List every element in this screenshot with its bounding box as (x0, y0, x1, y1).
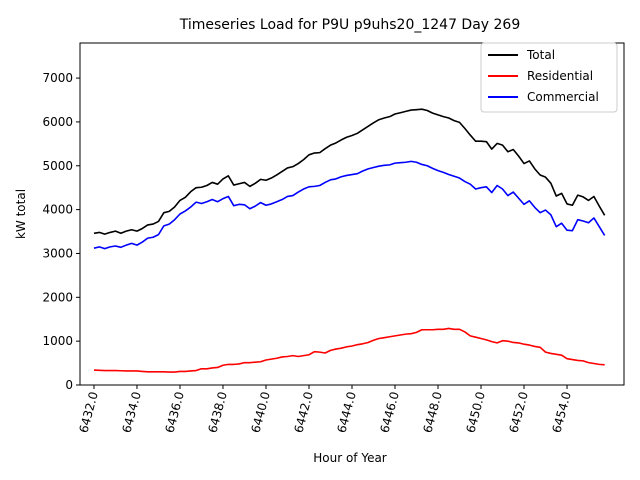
plot-series (93, 108, 606, 373)
series-line-total (93, 108, 606, 235)
y-axis: 0 1000 2000 3000 4000 5000 6000 7000 (42, 71, 80, 392)
legend-label-commercial: Commercial (527, 90, 599, 104)
y-tick-label: 4000 (42, 203, 73, 217)
legend-box (480, 42, 618, 113)
y-tick-label: 2000 (42, 290, 73, 304)
series-line-commercial (93, 160, 606, 250)
legend-label-total: Total (526, 48, 555, 62)
y-tick-label: 3000 (42, 246, 73, 260)
legend: Total Residential Commercial (480, 42, 618, 113)
y-tick-label: 6000 (42, 115, 73, 129)
y-tick-label: 7000 (42, 71, 73, 85)
y-axis-label: kW total (14, 189, 28, 239)
series-line-residential (93, 327, 605, 373)
chart-title: Timeseries Load for P9U p9uhs20_1247 Day… (179, 17, 521, 33)
y-tick-label: 1000 (42, 334, 73, 348)
x-axis-label: Hour of Year (313, 451, 387, 465)
legend-label-residential: Residential (527, 69, 593, 83)
y-tick-label: 5000 (42, 159, 73, 173)
y-tick-label: 0 (65, 378, 73, 392)
